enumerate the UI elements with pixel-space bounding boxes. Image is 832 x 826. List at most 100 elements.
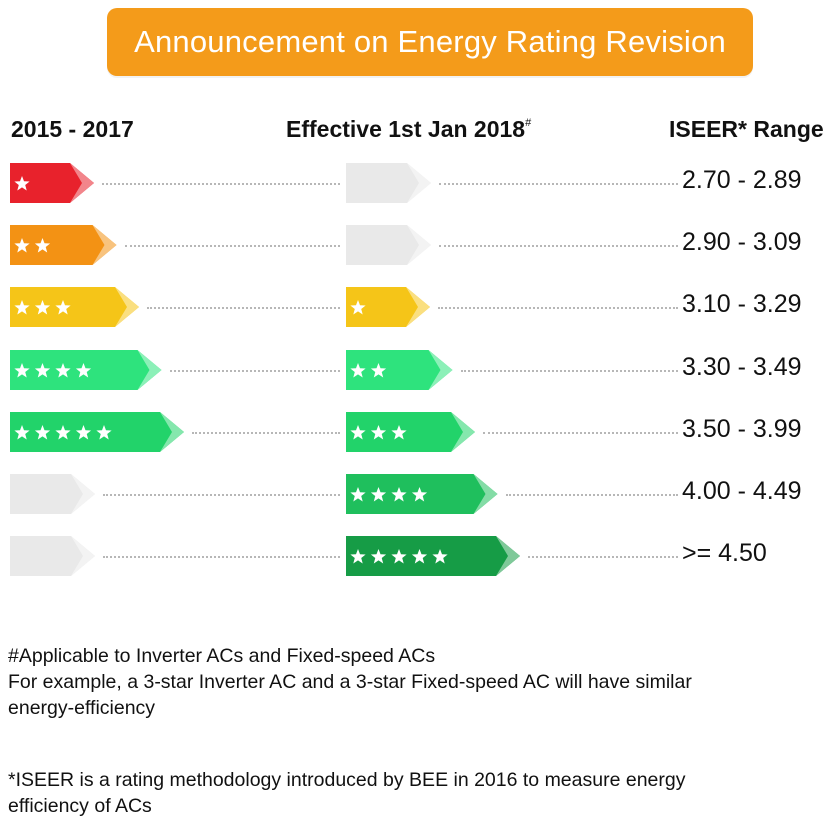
rating-row: 3.50 - 3.99 <box>0 412 832 454</box>
footnote-iseer-cont: efficiency of ACs <box>8 795 152 817</box>
old-rating-arrow <box>10 412 184 452</box>
rating-arrow-tip <box>137 350 162 390</box>
rating-row: >= 4.50 <box>0 536 832 578</box>
rating-arrow-tip <box>70 163 94 203</box>
new-rating-arrow <box>346 287 430 327</box>
star-icon <box>14 300 30 315</box>
star-icon <box>432 549 448 564</box>
new-rating-arrow <box>346 225 431 265</box>
new-rating-arrow <box>346 536 520 576</box>
footnote-example-cont: energy-efficiency <box>8 697 156 719</box>
rating-arrow-body <box>10 163 94 203</box>
page-title: Announcement on Energy Rating Revision <box>134 24 726 59</box>
iseer-range-value: 4.00 - 4.49 <box>682 477 802 505</box>
dotted-connector <box>192 432 340 434</box>
rating-row: 2.70 - 2.89 <box>0 163 832 205</box>
iseer-range-value: >= 4.50 <box>682 539 767 567</box>
dotted-connector <box>439 245 678 247</box>
dotted-connector <box>460 370 678 372</box>
iseer-range-value: 3.30 - 3.49 <box>682 353 802 381</box>
dotted-connector <box>505 494 678 496</box>
iseer-range-value: 3.50 - 3.99 <box>682 415 802 443</box>
star-icon <box>350 300 366 315</box>
dotted-connector <box>528 556 678 558</box>
rating-arrow-body <box>10 536 95 576</box>
rating-arrow-tip <box>71 536 95 576</box>
footnote-example: For example, a 3-star Inverter AC and a … <box>8 671 692 693</box>
rating-arrow-body <box>346 412 475 452</box>
star-icon <box>34 363 51 378</box>
header-old-period: 2015 - 2017 <box>11 116 134 142</box>
new-rating-arrow <box>346 350 453 390</box>
header-iseer-range: ISEER* Range <box>669 116 824 142</box>
star-icon <box>75 363 92 378</box>
star-icon <box>14 363 30 378</box>
title-banner: Announcement on Energy Rating Revision <box>107 8 753 76</box>
star-icon <box>370 363 387 378</box>
star-icon <box>370 549 387 564</box>
star-icon <box>34 238 51 253</box>
star-icon <box>350 487 366 502</box>
star-icon <box>391 487 407 502</box>
iseer-range-value: 2.90 - 3.09 <box>682 228 802 256</box>
dotted-connector <box>483 432 678 434</box>
iseer-range-value: 3.10 - 3.29 <box>682 290 802 318</box>
new-rating-arrow <box>346 163 431 203</box>
star-icon <box>350 363 366 378</box>
old-rating-arrow <box>10 163 94 203</box>
footnote-applicable: #Applicable to Inverter ACs and Fixed-sp… <box>8 645 436 667</box>
star-icon <box>55 425 71 440</box>
star-icon <box>350 425 366 440</box>
rating-arrow-body <box>346 225 431 265</box>
footnote-iseer: *ISEER is a rating methodology introduce… <box>8 769 686 791</box>
rating-arrow-body <box>10 474 95 514</box>
star-icon <box>55 363 71 378</box>
rating-arrow-body <box>346 163 431 203</box>
star-icon <box>34 425 51 440</box>
rating-arrow-body <box>346 536 520 576</box>
rating-arrow-body <box>10 287 139 327</box>
rating-arrow-body <box>346 350 453 390</box>
rating-arrow-body <box>10 412 184 452</box>
rating-arrow-tip <box>160 412 184 452</box>
dotted-connector <box>439 183 678 185</box>
rating-row: 4.00 - 4.49 <box>0 474 832 516</box>
star-icon <box>34 300 51 315</box>
star-icon <box>411 549 428 564</box>
star-icon <box>14 238 30 253</box>
rating-arrow-tip <box>407 163 431 203</box>
old-rating-arrow <box>10 474 95 514</box>
rating-arrow-tip <box>92 225 117 265</box>
rating-arrow-tip <box>406 287 430 327</box>
rating-arrow-body <box>10 225 117 265</box>
star-icon <box>350 549 366 564</box>
rating-row: 3.10 - 3.29 <box>0 287 832 329</box>
rating-arrow-tip <box>428 350 453 390</box>
star-icon <box>96 425 112 440</box>
rating-arrow-tip <box>71 474 95 514</box>
dotted-connector <box>124 245 340 247</box>
old-rating-arrow <box>10 287 139 327</box>
star-icon <box>55 300 71 315</box>
dotted-connector <box>102 183 340 185</box>
dotted-connector <box>103 556 340 558</box>
rating-arrow-tip <box>407 225 431 265</box>
rating-row: 3.30 - 3.49 <box>0 350 832 392</box>
old-rating-arrow <box>10 536 95 576</box>
star-icon <box>391 425 407 440</box>
dotted-connector <box>147 307 340 309</box>
star-icon <box>370 487 387 502</box>
new-rating-arrow <box>346 474 498 514</box>
dotted-connector <box>103 494 340 496</box>
rating-arrow-tip <box>115 287 139 327</box>
rating-arrow-tip <box>496 536 520 576</box>
star-icon <box>14 176 30 191</box>
rating-arrow-tip <box>451 412 475 452</box>
dotted-connector <box>169 370 340 372</box>
header-new-period: Effective 1st Jan 2018# <box>286 116 532 142</box>
star-icon <box>411 487 428 502</box>
rating-row: 2.90 - 3.09 <box>0 225 832 267</box>
new-rating-arrow <box>346 412 475 452</box>
old-rating-arrow <box>10 350 162 390</box>
rating-arrow-tip <box>473 474 498 514</box>
